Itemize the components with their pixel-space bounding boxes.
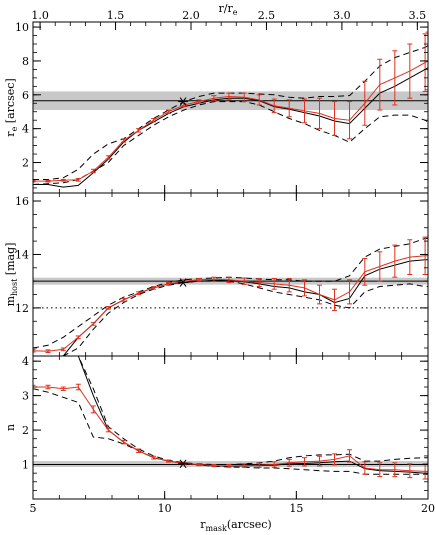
n-series-1 xyxy=(33,356,428,474)
n-ytick-label: 1 xyxy=(22,459,29,472)
re-marker xyxy=(178,97,189,106)
re-ylabel-sub: e xyxy=(10,126,19,131)
mhost-ytick-label: 12 xyxy=(15,302,29,315)
x-bottom-tick-label: 15 xyxy=(289,502,303,515)
mhost-series-3-line xyxy=(33,280,428,356)
mhost-series-2 xyxy=(33,237,428,349)
n-series-2 xyxy=(33,356,428,465)
n-ylabel-main: n xyxy=(4,424,17,431)
n-series-2-line xyxy=(33,356,428,465)
n-series-1-line xyxy=(33,356,428,474)
re-series-3 xyxy=(33,101,428,185)
n-marker xyxy=(178,459,189,469)
mhost-marker xyxy=(178,278,189,287)
asterisk-stroke xyxy=(179,97,187,106)
error-bands xyxy=(33,91,428,467)
x-top-label: r/re xyxy=(219,2,238,17)
best-fit-markers xyxy=(178,97,189,469)
data-series xyxy=(33,31,428,480)
mhost-series-0-line xyxy=(33,255,428,352)
x-top-tick-label: 2.5 xyxy=(258,9,276,22)
re-series-0 xyxy=(33,31,428,183)
x-top-tick-label: 1.5 xyxy=(107,9,125,22)
n-series-3 xyxy=(33,388,428,475)
n-ytick-label: 2 xyxy=(22,424,29,437)
mhost-ylabel-sub: host xyxy=(10,278,19,296)
mhost-series-2-line xyxy=(33,237,428,349)
re-ylabel-main: r xyxy=(4,131,17,137)
axis-ticks xyxy=(32,22,429,500)
re-ytick-label: 10 xyxy=(15,21,29,34)
re-ytick-label: 4 xyxy=(22,123,29,136)
mhost-ylabel: mhost [mag] xyxy=(4,243,19,307)
mhost-ylabel-unit: [mag] xyxy=(4,243,17,279)
mhost-series-3 xyxy=(33,280,428,356)
x-bottom-tick-label: 5 xyxy=(30,502,37,515)
asterisk-stroke xyxy=(179,459,187,469)
re-ytick-label: 2 xyxy=(22,157,29,170)
re-series-1 xyxy=(33,67,428,188)
n-ylabel: n xyxy=(4,424,17,431)
x-bottom-label: rmask(arcsec) xyxy=(200,518,271,533)
x-top-tick-label: 3.0 xyxy=(333,9,351,22)
x-bottom-tick-label: 20 xyxy=(421,502,435,515)
re-ylabel-unit: [arcsec] xyxy=(4,78,17,126)
x-top-tick-label: 2.0 xyxy=(182,9,200,22)
re-series-0-line xyxy=(33,60,428,182)
asterisk-stroke xyxy=(179,278,187,287)
plot-frame xyxy=(32,21,429,500)
mhost-ytick-label: 14 xyxy=(15,248,29,261)
n-series-0-line xyxy=(33,386,428,472)
re-series-3-line xyxy=(33,101,428,185)
re-ytick-label: 6 xyxy=(22,89,29,102)
re-series-2-line xyxy=(33,45,428,180)
re-series-1-line xyxy=(33,67,428,188)
re-ytick-label: 8 xyxy=(22,55,29,68)
n-series-3-line xyxy=(33,388,428,475)
n-ytick-label: 4 xyxy=(22,355,29,368)
re-ylabel: re [arcsec] xyxy=(4,78,19,136)
mhost-ytick-label: 16 xyxy=(15,195,29,208)
mhost-ylabel-main: m xyxy=(4,295,17,306)
n-ytick-label: 3 xyxy=(22,390,29,403)
x-bottom-tick-label: 10 xyxy=(158,502,172,515)
x-top-tick-label: 3.5 xyxy=(409,9,427,22)
n-panel-frame xyxy=(32,355,429,500)
re-series-2 xyxy=(33,45,428,180)
n-series-0 xyxy=(33,383,428,480)
x-top-tick-label: 1.0 xyxy=(31,9,49,22)
